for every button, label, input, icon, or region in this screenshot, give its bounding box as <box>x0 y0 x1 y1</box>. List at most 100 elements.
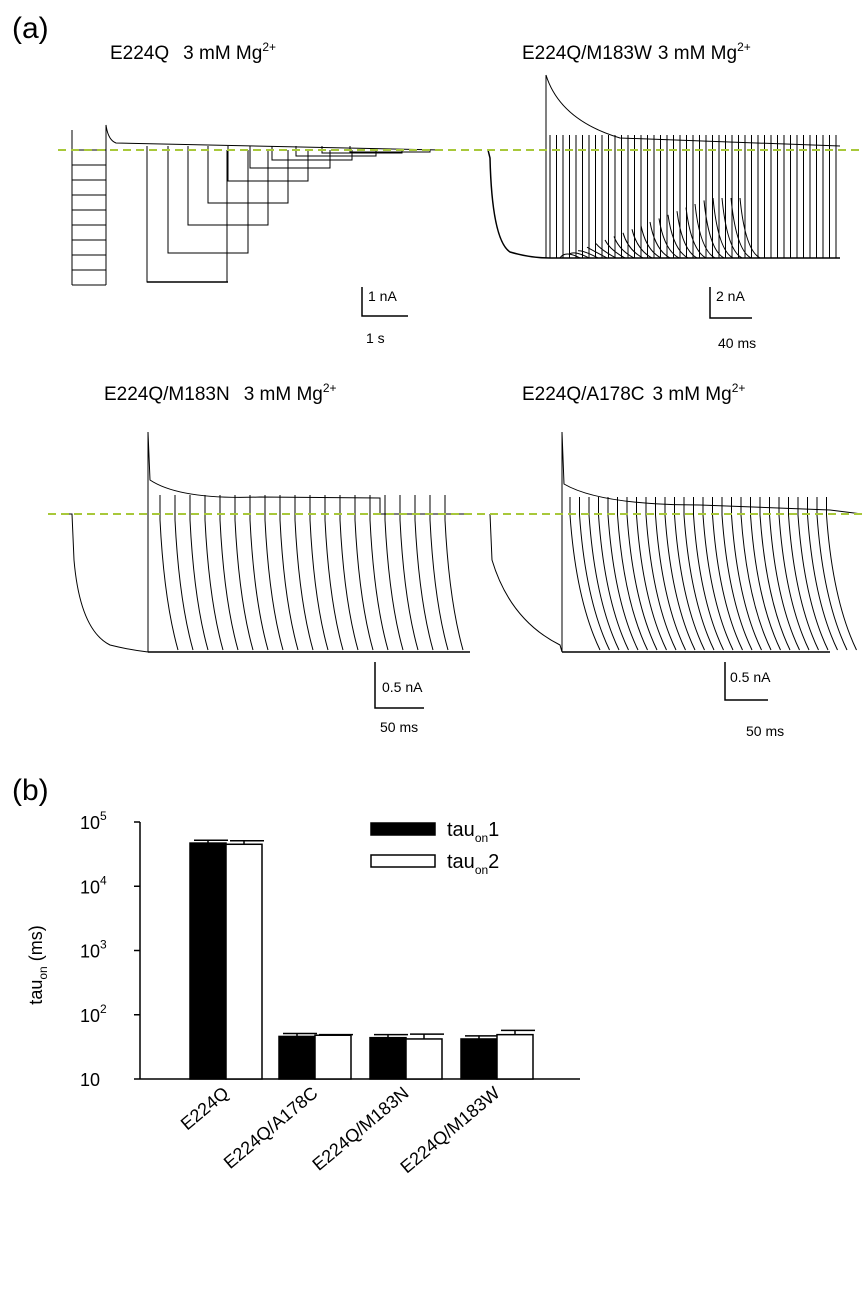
bar-e224q-m183w-series-2 <box>496 1033 534 1080</box>
trace-sweep <box>778 497 810 651</box>
trace-sweep <box>712 497 743 651</box>
trace-sweep <box>429 495 449 651</box>
trace-sweep <box>294 495 314 651</box>
current-trace-m183n <box>65 431 470 653</box>
scale-current-label: 1 nA <box>368 288 397 304</box>
current-trace-a178c <box>489 431 863 653</box>
trace-title-a178c: E224Q/A178C 3 mM Mg2+ <box>522 381 745 405</box>
trace-sweep <box>147 431 470 515</box>
trace-sweep <box>721 197 743 259</box>
bar-e224q-series-1 <box>189 842 227 1080</box>
legend-label-1: tauon1 <box>447 819 499 845</box>
trace-sweep <box>384 495 404 651</box>
current-trace-e224q <box>71 124 441 286</box>
scale-time-label: 50 ms <box>746 723 784 739</box>
y-tick-label: 105 <box>80 809 107 833</box>
trace-sweep <box>559 253 581 259</box>
trace-sweep <box>249 495 269 651</box>
trace-sweep <box>807 497 838 651</box>
scale-bar-m183w: 2 nA 40 ms <box>709 287 756 351</box>
scale-time-label: 1 s <box>366 330 385 346</box>
trace-sweep <box>626 497 658 651</box>
trace-sweep <box>159 495 179 651</box>
bar-e224q-m183n-series-2 <box>405 1038 443 1080</box>
trace-sweep <box>545 74 841 147</box>
trace-sweep <box>631 229 653 259</box>
trace-sweep <box>324 495 344 651</box>
trace-sweep <box>740 497 772 651</box>
trace-sweep <box>703 200 725 259</box>
trace-sweep <box>577 250 599 259</box>
trace-sweep <box>655 497 686 651</box>
trace-sweep <box>279 495 299 651</box>
y-tick-label: 104 <box>80 873 107 897</box>
trace-sweep <box>731 497 762 651</box>
trace-sweep <box>339 495 359 651</box>
trace-sweep <box>664 497 696 651</box>
bar-e224q-a178c-series-1 <box>278 1035 316 1080</box>
trace-sweep <box>187 146 269 226</box>
trace-sweep <box>694 203 716 259</box>
trace-sweep <box>65 513 149 653</box>
y-tick-label: 103 <box>80 938 107 962</box>
trace-sweep <box>487 149 840 259</box>
trace-sweep <box>414 495 434 651</box>
trace-sweep <box>588 497 620 651</box>
panel-b-label: (b) <box>12 774 49 807</box>
trace-sweep <box>658 218 680 259</box>
trace-sweep <box>622 232 644 259</box>
legend-swatch-2 <box>370 854 436 868</box>
trace-sweep <box>604 239 626 259</box>
trace-sweep <box>759 497 791 651</box>
trace-sweep <box>146 146 228 283</box>
trace-sweep <box>354 495 374 651</box>
trace-sweep <box>712 197 734 259</box>
trace-sweep <box>636 497 667 651</box>
x-category-label: E224Q/A178C <box>220 1083 322 1173</box>
trace-sweep <box>667 214 689 259</box>
trace-sweep <box>489 513 563 653</box>
trace-sweep <box>676 211 698 259</box>
trace-sweep <box>105 124 441 285</box>
trace-sweep <box>309 495 329 651</box>
trace-sweep <box>683 497 715 651</box>
trace-sweep <box>189 495 209 651</box>
scale-time-label: 40 ms <box>718 335 756 351</box>
trace-sweep <box>721 497 753 651</box>
panel-a-label: (a) <box>12 12 49 45</box>
trace-sweep <box>579 497 610 651</box>
trace-title-m183w: E224Q/M183W 3 mM Mg2+ <box>522 40 751 64</box>
trace-sweep <box>369 495 389 651</box>
trace-sweep <box>204 495 224 651</box>
trace-sweep <box>219 495 239 651</box>
trace-sweep <box>649 221 671 259</box>
legend-swatch-1 <box>370 822 436 836</box>
trace-sweep <box>586 246 608 259</box>
trace-sweep <box>613 236 635 259</box>
scale-bar-e224q: 1 nA 1 s <box>361 287 408 346</box>
current-trace-m183w <box>487 74 841 259</box>
trace-sweep <box>816 497 848 651</box>
trace-sweep <box>607 497 639 651</box>
trace-sweep <box>568 252 590 259</box>
trace-sweep <box>271 146 353 161</box>
trace-sweep <box>702 497 734 651</box>
bar-e224q-m183w-series-1 <box>460 1038 498 1080</box>
trace-sweep <box>561 431 863 515</box>
trace-sweep <box>227 146 309 182</box>
bar-e224q-series-2 <box>225 843 263 1080</box>
y-tick-label: 102 <box>80 1002 107 1026</box>
x-category-label: E224Q <box>177 1083 233 1134</box>
trace-sweep <box>797 497 829 651</box>
y-tick-label: 10 <box>80 1070 100 1090</box>
trace-sweep <box>730 197 752 259</box>
trace-sweep <box>739 197 761 259</box>
trace-sweep <box>249 146 331 169</box>
scale-current-label: 0.5 nA <box>382 679 423 695</box>
trace-sweep <box>617 497 648 651</box>
trace-sweep <box>598 497 629 651</box>
y-axis-label: tauon (ms) <box>26 925 50 1004</box>
trace-sweep <box>264 495 284 651</box>
